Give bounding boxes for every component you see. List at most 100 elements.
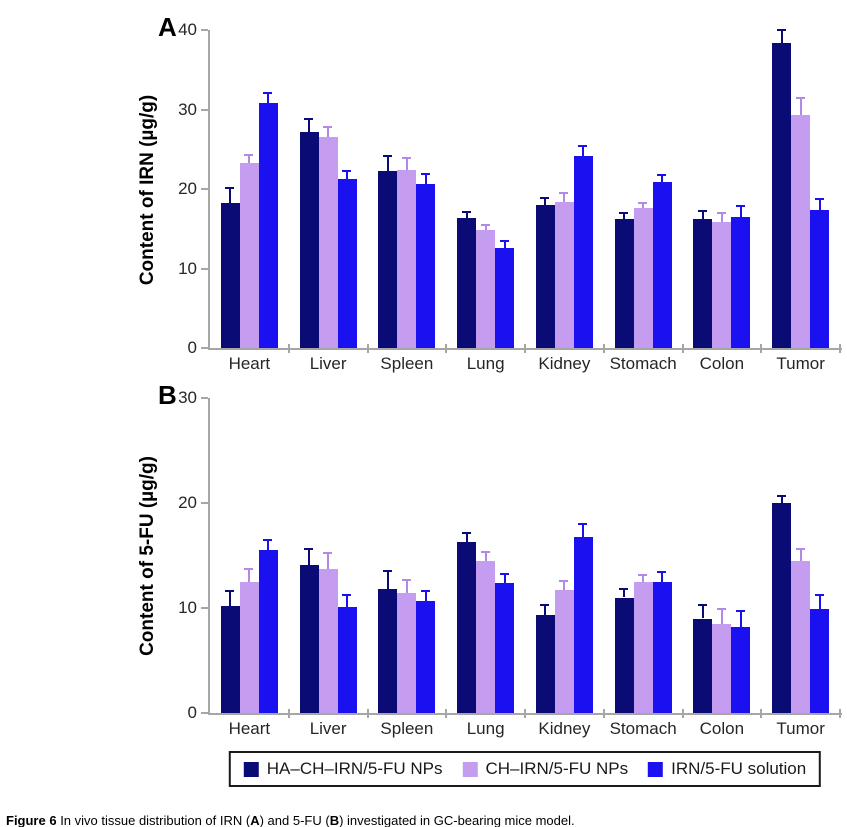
error-bar-cap	[304, 548, 314, 551]
bar	[573, 156, 593, 348]
error-bar	[503, 241, 506, 248]
bar	[220, 605, 240, 713]
error-bar-cap	[795, 548, 805, 551]
bar	[495, 247, 515, 348]
error-bar	[267, 539, 270, 551]
bar	[652, 581, 672, 713]
error-bar-cap	[304, 118, 314, 121]
error-bar	[386, 571, 389, 590]
error-bar-cap	[776, 29, 786, 31]
x-category-label: Colon	[699, 354, 745, 373]
bar	[239, 581, 259, 713]
y-tick-label: 0	[187, 703, 197, 722]
x-tick	[445, 344, 448, 353]
x-category-label: Colon	[699, 719, 745, 738]
legend-label: IRN/5-FU solution	[671, 759, 807, 778]
panel-a-label: A	[158, 12, 177, 42]
error-bar-cap	[342, 594, 352, 597]
bar	[810, 609, 830, 713]
error-bar	[484, 552, 487, 561]
x-tick	[366, 344, 369, 353]
x-tick	[760, 344, 763, 353]
error-bar-cap	[540, 603, 550, 606]
panel-b-label: B	[158, 380, 177, 410]
error-bar-cap	[814, 197, 824, 200]
error-bar	[818, 595, 821, 610]
error-bar	[544, 197, 547, 205]
error-bar-cap	[225, 187, 235, 190]
legend-label: HA–CH–IRN/5-FU NPs	[266, 759, 443, 778]
error-bar	[248, 154, 251, 163]
y-tick-label: 30	[178, 388, 197, 407]
legend: HA–CH–IRN/5-FU NPs CH–IRN/5-FU NPs IRN/5…	[228, 751, 822, 787]
error-bar	[623, 589, 626, 598]
bar	[772, 503, 792, 713]
bar	[791, 560, 811, 713]
error-bar	[465, 212, 468, 219]
error-bar-cap	[657, 173, 667, 176]
y-tick	[201, 29, 208, 31]
error-bar-cap	[480, 223, 490, 226]
x-tick	[760, 709, 763, 718]
error-bar	[308, 549, 311, 565]
error-bar-cap	[244, 568, 254, 571]
y-tick-label: 40	[178, 20, 197, 39]
chart-b-y-axis-title: Content of 5-FU (µg/g)	[137, 456, 158, 656]
bar	[397, 593, 417, 713]
error-bar	[582, 146, 585, 157]
x-category-label: Stomach	[609, 354, 677, 373]
error-bar	[818, 198, 821, 211]
y-tick	[201, 108, 208, 111]
error-bar	[248, 569, 251, 582]
bar	[535, 615, 555, 713]
error-bar-cap	[323, 125, 333, 128]
caption-text: ) investigated in GC-bearing mice model.	[339, 813, 575, 827]
error-bar	[563, 580, 566, 591]
caption-text: A	[250, 813, 260, 827]
error-bar-cap	[697, 210, 707, 213]
legend-swatch-ch-irn-5fu-nps	[462, 761, 478, 777]
y-tick	[201, 712, 208, 714]
x-category-label: Tumor	[776, 354, 825, 373]
error-bar	[799, 97, 802, 116]
bar	[239, 162, 259, 348]
bar	[476, 230, 496, 348]
error-bar-cap	[735, 610, 745, 613]
bar	[712, 623, 732, 713]
bar	[476, 560, 496, 713]
x-category-label: Heart	[228, 719, 271, 738]
bar	[416, 184, 436, 348]
error-bar	[544, 604, 547, 616]
error-bar	[582, 524, 585, 537]
x-tick	[681, 709, 684, 718]
error-bar-cap	[578, 523, 588, 525]
error-bar-cap	[795, 96, 805, 99]
y-axis	[208, 30, 210, 350]
error-bar-cap	[619, 211, 629, 214]
bar	[614, 219, 634, 348]
error-bar	[623, 212, 626, 220]
x-category-label: Spleen	[380, 354, 434, 373]
bar	[457, 218, 477, 348]
bar	[258, 550, 278, 713]
error-bar	[720, 609, 723, 624]
y-tick-label: 20	[178, 493, 197, 512]
error-bar-cap	[401, 578, 411, 581]
error-bar	[739, 611, 742, 627]
x-tick	[602, 709, 605, 718]
error-bar-cap	[420, 590, 430, 593]
x-category-label: Lung	[466, 354, 505, 373]
x-tick	[524, 344, 526, 353]
error-bar-cap	[499, 573, 509, 576]
x-category-label: Liver	[309, 354, 347, 373]
x-tick	[602, 344, 605, 353]
error-bar-cap	[323, 552, 333, 555]
x-category-label: Liver	[309, 719, 347, 738]
chart-a-y-axis-title: Content of IRN (µg/g)	[137, 94, 158, 286]
error-bar	[642, 202, 645, 209]
x-tick	[839, 344, 841, 353]
error-bar-cap	[697, 603, 707, 606]
error-bar-cap	[814, 594, 824, 597]
error-bar-cap	[480, 551, 490, 554]
bar	[693, 618, 713, 713]
